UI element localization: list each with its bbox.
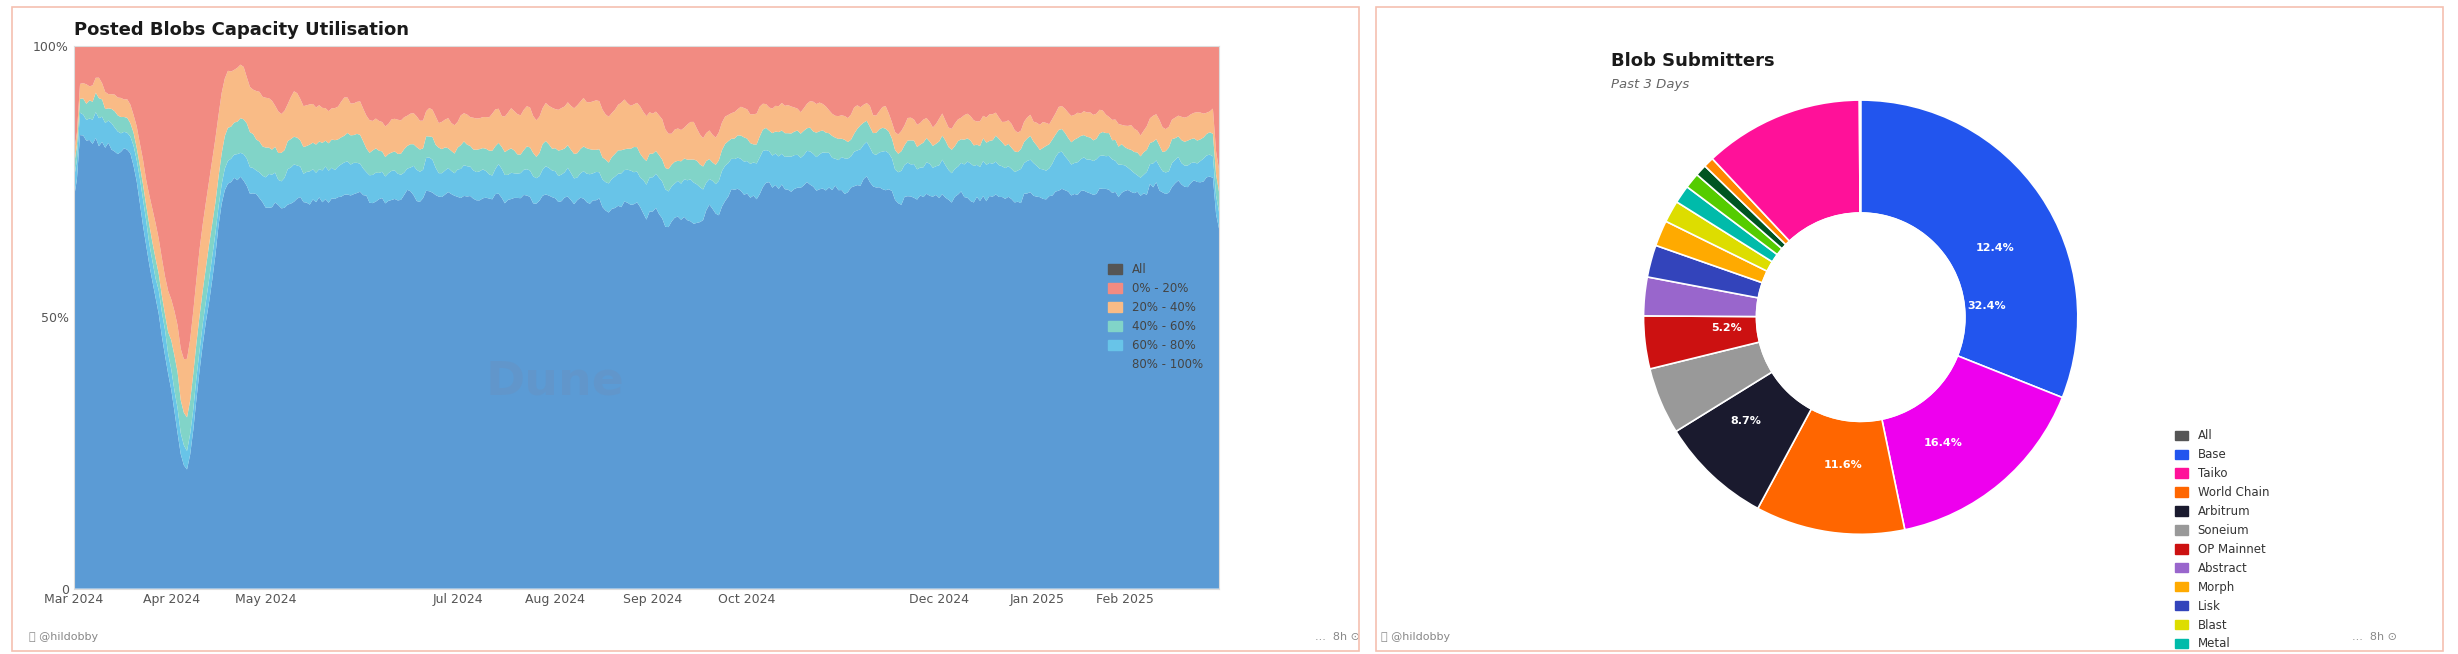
Wedge shape (1861, 100, 2077, 398)
Wedge shape (1757, 409, 1905, 534)
Circle shape (1757, 213, 1964, 421)
Text: Blob Submitters: Blob Submitters (1610, 52, 1775, 70)
Text: 🧸 @hildobby: 🧸 @hildobby (29, 632, 98, 642)
Wedge shape (1644, 277, 1757, 317)
Text: Dune: Dune (1846, 329, 1927, 357)
Text: 12.4%: 12.4% (1976, 243, 2016, 252)
Wedge shape (1686, 175, 1782, 254)
Text: 16.4%: 16.4% (1925, 438, 1961, 448)
Text: Dune: Dune (487, 360, 624, 405)
Text: 32.4%: 32.4% (1966, 301, 2006, 311)
Wedge shape (1676, 187, 1777, 262)
Legend: All, Base, Taiko, World Chain, Arbitrum, Soneium, OP Mainnet, Abstract, Morph, L: All, Base, Taiko, World Chain, Arbitrum,… (2170, 424, 2274, 654)
Wedge shape (1649, 342, 1772, 432)
Wedge shape (1883, 356, 2062, 530)
Wedge shape (1644, 316, 1760, 369)
Wedge shape (1696, 166, 1787, 249)
Text: 8.7%: 8.7% (1730, 417, 1760, 426)
Text: Past 3 Days: Past 3 Days (1610, 78, 1689, 92)
Wedge shape (1657, 221, 1767, 283)
Wedge shape (1713, 100, 1861, 241)
Text: 🧸 @hildobby: 🧸 @hildobby (1381, 632, 1450, 642)
Text: ...  8h ⊙: ... 8h ⊙ (1315, 632, 1359, 642)
Wedge shape (1647, 245, 1762, 298)
Wedge shape (1706, 159, 1789, 245)
Wedge shape (1667, 202, 1772, 271)
Text: 5.2%: 5.2% (1711, 323, 1740, 333)
Text: ...  8h ⊙: ... 8h ⊙ (2352, 632, 2397, 642)
Text: Posted Blobs Capacity Utilisation: Posted Blobs Capacity Utilisation (74, 21, 408, 39)
Wedge shape (1676, 372, 1812, 508)
Text: 11.6%: 11.6% (1824, 460, 1863, 470)
Legend: All, 0% - 20%, 20% - 40%, 40% - 60%, 60% - 80%, 80% - 100%: All, 0% - 20%, 20% - 40%, 40% - 60%, 60%… (1104, 259, 1207, 375)
